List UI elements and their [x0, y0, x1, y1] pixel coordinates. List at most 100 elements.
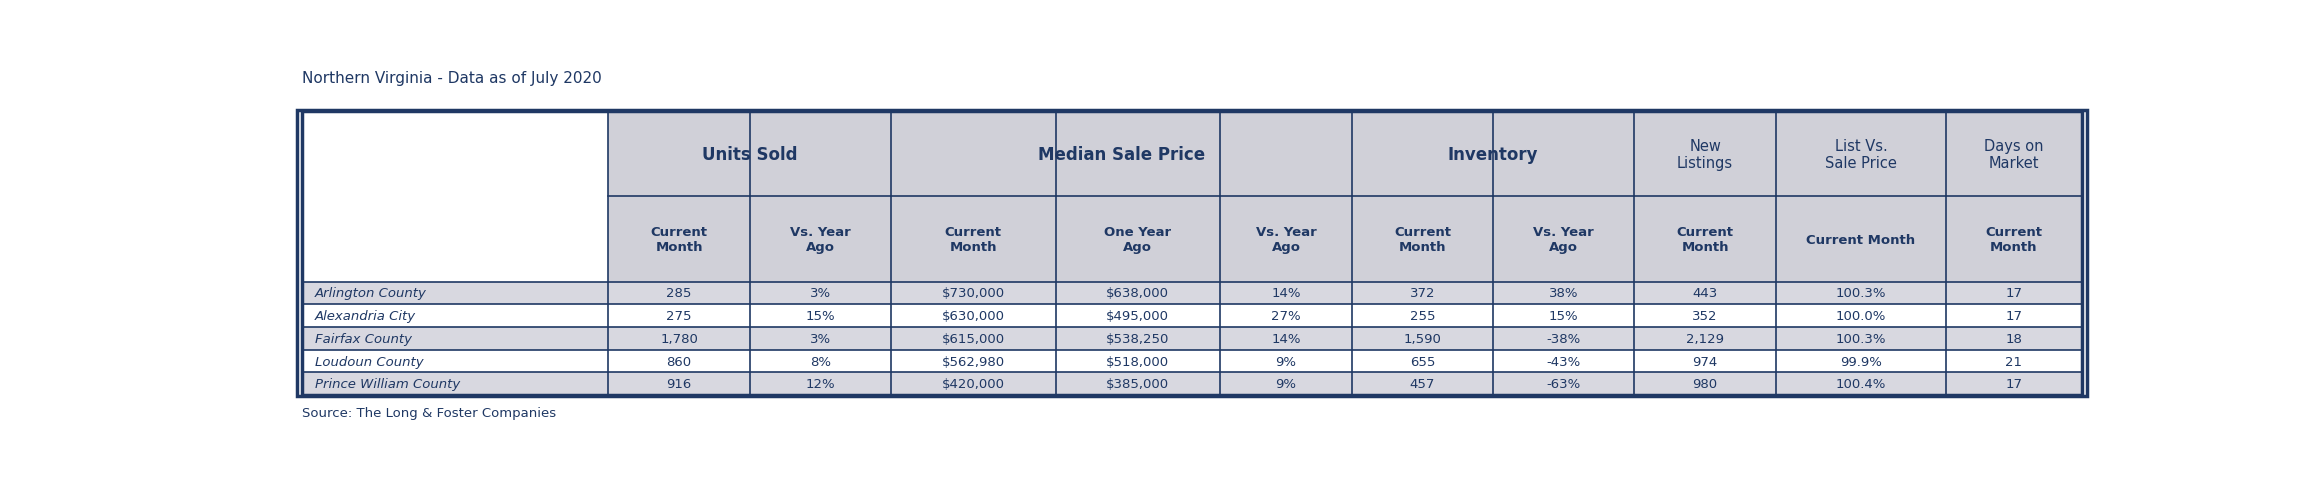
Bar: [608, 197, 749, 282]
Text: Median Sale Price: Median Sale Price: [1039, 146, 1206, 164]
Bar: [297, 111, 2087, 396]
Bar: [1635, 112, 1776, 197]
Text: Alexandria City: Alexandria City: [315, 310, 415, 322]
Text: 100.4%: 100.4%: [1837, 378, 1885, 391]
Bar: [301, 350, 608, 373]
Bar: [1946, 327, 2082, 350]
Bar: [1055, 282, 1220, 305]
Bar: [1493, 282, 1635, 305]
Bar: [1946, 112, 2082, 197]
Text: 12%: 12%: [805, 378, 835, 391]
Text: 17: 17: [2006, 287, 2022, 300]
Bar: [1493, 350, 1635, 373]
Text: 285: 285: [666, 287, 691, 300]
Bar: [1493, 112, 1635, 197]
Bar: [301, 112, 608, 282]
Text: Vs. Year
Ago: Vs. Year Ago: [1255, 226, 1317, 254]
Text: 17: 17: [2006, 378, 2022, 391]
Text: Fairfax County: Fairfax County: [315, 332, 413, 345]
Bar: [301, 327, 608, 350]
Text: Current
Month: Current Month: [1677, 226, 1735, 254]
Bar: [1635, 305, 1776, 327]
Text: Current
Month: Current Month: [1394, 226, 1452, 254]
Bar: [1055, 327, 1220, 350]
Bar: [1946, 282, 2082, 305]
Bar: [749, 350, 890, 373]
Bar: [1220, 350, 1352, 373]
Text: 352: 352: [1693, 310, 1718, 322]
Bar: [301, 282, 608, 305]
Text: 100.3%: 100.3%: [1837, 332, 1885, 345]
Text: 27%: 27%: [1271, 310, 1301, 322]
Bar: [749, 282, 890, 305]
Text: 15%: 15%: [1549, 310, 1579, 322]
Bar: [1635, 282, 1776, 305]
Text: -43%: -43%: [1547, 355, 1582, 368]
Text: 2,129: 2,129: [1686, 332, 1723, 345]
Bar: [1352, 197, 1493, 282]
Text: 14%: 14%: [1271, 287, 1301, 300]
Text: Northern Virginia - Data as of July 2020: Northern Virginia - Data as of July 2020: [301, 71, 603, 86]
Text: $420,000: $420,000: [942, 378, 1004, 391]
Bar: [301, 373, 608, 395]
Bar: [1055, 350, 1220, 373]
Bar: [1493, 373, 1635, 395]
Text: $495,000: $495,000: [1106, 310, 1169, 322]
Bar: [1055, 112, 1220, 197]
Bar: [1352, 327, 1493, 350]
Text: $562,980: $562,980: [942, 355, 1004, 368]
Bar: [1220, 112, 1352, 197]
Bar: [608, 350, 749, 373]
Text: List Vs.
Sale Price: List Vs. Sale Price: [1825, 138, 1897, 171]
Bar: [890, 112, 1055, 197]
Text: 14%: 14%: [1271, 332, 1301, 345]
Text: Units Sold: Units Sold: [703, 146, 798, 164]
Text: Prince William County: Prince William County: [315, 378, 459, 391]
Text: Current
Month: Current Month: [944, 226, 1002, 254]
Bar: [749, 305, 890, 327]
Bar: [1352, 373, 1493, 395]
Text: 18: 18: [2006, 332, 2022, 345]
Bar: [1055, 305, 1220, 327]
Text: Current
Month: Current Month: [1985, 226, 2043, 254]
Bar: [1776, 112, 1946, 197]
Text: $730,000: $730,000: [942, 287, 1004, 300]
Text: 9%: 9%: [1275, 355, 1296, 368]
Bar: [1493, 305, 1635, 327]
Bar: [1635, 197, 1776, 282]
Text: One Year
Ago: One Year Ago: [1104, 226, 1171, 254]
Bar: [1776, 327, 1946, 350]
Text: Source: The Long & Foster Companies: Source: The Long & Foster Companies: [301, 407, 557, 420]
Text: Inventory: Inventory: [1447, 146, 1537, 164]
Text: 457: 457: [1410, 378, 1435, 391]
Bar: [608, 282, 749, 305]
Text: 1,780: 1,780: [661, 332, 698, 345]
Bar: [1776, 373, 1946, 395]
Text: 38%: 38%: [1549, 287, 1579, 300]
Text: 15%: 15%: [805, 310, 835, 322]
Bar: [301, 112, 2082, 395]
Text: Current Month: Current Month: [1807, 233, 1915, 246]
Text: 17: 17: [2006, 310, 2022, 322]
Text: $615,000: $615,000: [942, 332, 1004, 345]
Bar: [1946, 197, 2082, 282]
Bar: [1776, 197, 1946, 282]
Bar: [1776, 282, 1946, 305]
Text: 980: 980: [1693, 378, 1718, 391]
Bar: [1220, 282, 1352, 305]
Bar: [301, 305, 608, 327]
Bar: [890, 282, 1055, 305]
Bar: [608, 305, 749, 327]
Text: Days on
Market: Days on Market: [1985, 138, 2043, 171]
Text: Arlington County: Arlington County: [315, 287, 427, 300]
Bar: [1946, 305, 2082, 327]
Text: 255: 255: [1410, 310, 1435, 322]
Text: -38%: -38%: [1547, 332, 1582, 345]
Text: 100.3%: 100.3%: [1837, 287, 1885, 300]
Text: 21: 21: [2006, 355, 2022, 368]
Bar: [608, 112, 749, 197]
Bar: [1493, 327, 1635, 350]
Text: 1,590: 1,590: [1403, 332, 1442, 345]
Bar: [1776, 350, 1946, 373]
Bar: [749, 327, 890, 350]
